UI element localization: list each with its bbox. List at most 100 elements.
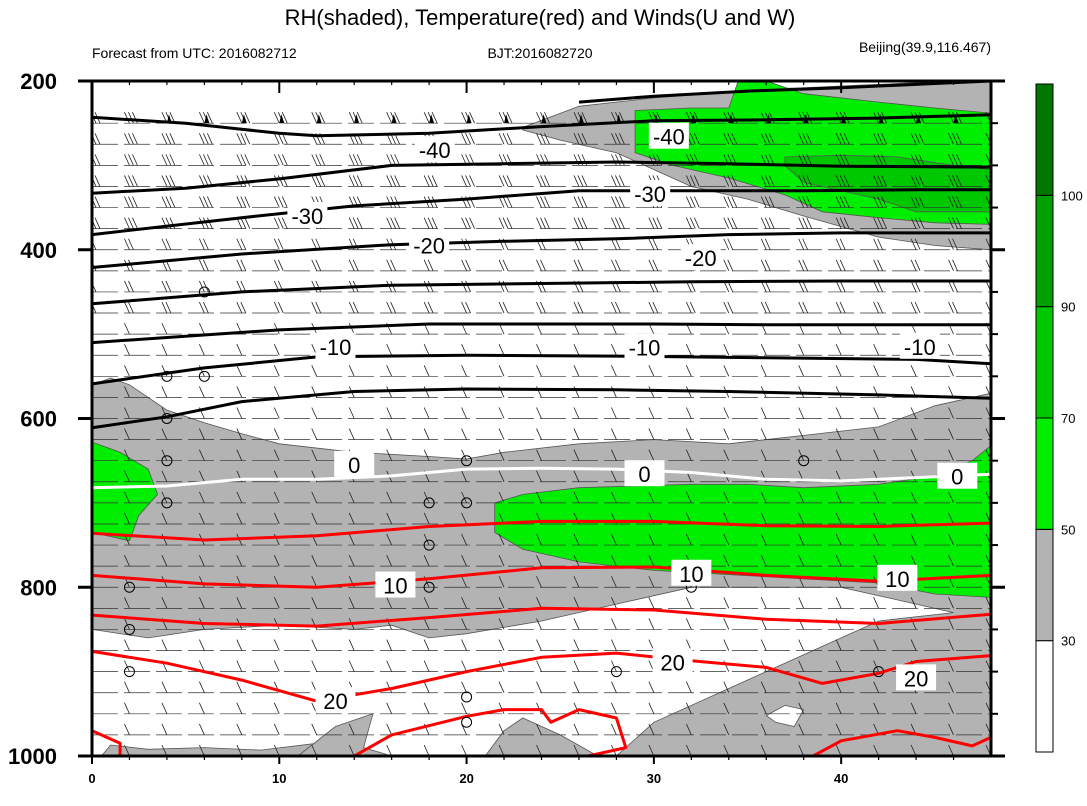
wind-barb — [465, 301, 471, 314]
wind-barb — [502, 175, 509, 187]
contour-label-box — [630, 180, 671, 207]
wind-barb — [727, 175, 734, 187]
calm-wind-circle — [423, 497, 435, 509]
isotherm-line — [92, 188, 991, 237]
wind-barb — [727, 259, 734, 272]
wind-barb — [760, 702, 767, 714]
wind-barb — [839, 133, 846, 145]
wind-barb — [611, 344, 617, 356]
wind-barb — [352, 217, 359, 229]
wind-barb — [461, 407, 467, 419]
wind-barb — [648, 386, 655, 398]
wind-barb — [910, 554, 917, 567]
wind-barb — [685, 449, 692, 461]
wind-barb — [207, 133, 213, 145]
wind-barb — [423, 175, 430, 187]
calm-wind-circle — [873, 666, 885, 678]
wind-barb — [727, 301, 734, 314]
wind-barb — [835, 618, 842, 630]
wind-barb — [311, 407, 318, 419]
contour-label-box — [937, 462, 978, 489]
wind-barb — [386, 491, 393, 504]
wind-barb — [199, 597, 205, 609]
wind-barb — [161, 702, 168, 714]
wind-barb — [427, 217, 434, 229]
wind-barb — [723, 512, 730, 525]
wind-barb — [311, 618, 318, 630]
wind-barb — [994, 218, 999, 229]
wind-barb — [544, 217, 550, 229]
isotherm-line — [578, 81, 991, 104]
wind-barb — [611, 238, 617, 250]
wind-barb — [835, 154, 842, 166]
wind-barb — [461, 576, 467, 588]
wind-barb — [611, 301, 617, 314]
wind-barb — [506, 217, 513, 229]
wind-barb — [835, 238, 842, 250]
wind-barb — [244, 133, 251, 145]
wind-barb — [281, 133, 288, 145]
wind-barb — [423, 618, 430, 630]
wind-barb — [161, 744, 168, 756]
wind-barb-pennant — [316, 114, 322, 124]
wind-barb — [731, 133, 738, 145]
wind-barb — [835, 301, 842, 314]
wind-barb — [273, 301, 280, 314]
calm-wind-circle — [123, 581, 135, 593]
wind-barb — [536, 554, 542, 567]
wind-barb — [161, 554, 168, 567]
wind-barb — [390, 301, 397, 314]
wind-barb — [760, 365, 767, 377]
contour-label-box — [315, 332, 356, 359]
wind-barb — [877, 301, 883, 314]
wind-barb — [948, 407, 954, 419]
contour-label: -10 — [904, 335, 936, 360]
wind-barb — [952, 217, 958, 229]
wind-barb — [498, 365, 505, 377]
wind-barb — [423, 744, 430, 756]
wind-barb-pennant — [204, 114, 210, 124]
wind-barb — [727, 238, 734, 250]
wind-barb — [685, 407, 692, 419]
wind-barb — [199, 196, 205, 208]
wind-barb — [760, 533, 767, 546]
wind-barb — [161, 470, 168, 482]
wind-barb — [910, 744, 917, 756]
wind-barb — [236, 112, 243, 124]
wind-barb — [536, 639, 542, 651]
wind-barb — [536, 301, 542, 314]
wind-barb — [573, 344, 580, 356]
wind-barb — [273, 259, 280, 272]
contour-label-box — [409, 231, 450, 258]
wind-barb — [311, 154, 318, 166]
contour-label: 20 — [660, 650, 684, 675]
wind-barb — [536, 449, 542, 461]
wind-barb — [199, 259, 205, 272]
wind-barb — [461, 597, 467, 609]
calm-wind-circle — [461, 716, 473, 728]
wind-barb — [685, 175, 692, 187]
wind-barb — [760, 597, 767, 609]
wind-barb — [802, 259, 809, 272]
wind-barb — [798, 344, 805, 356]
wind-barb — [802, 280, 809, 293]
wind-barb — [273, 112, 280, 124]
wind-barb — [169, 133, 176, 145]
wind-barb — [311, 744, 318, 756]
wind-barb — [124, 196, 130, 208]
wind-barb — [315, 280, 322, 293]
wind-barb — [431, 112, 438, 124]
wind-barb — [685, 533, 692, 546]
wind-barb — [161, 386, 168, 398]
wind-barb — [573, 133, 580, 145]
wind-barb — [689, 196, 696, 208]
wind-barb — [611, 428, 617, 440]
wind-barb — [498, 133, 505, 145]
wind-barb — [577, 301, 584, 314]
isotherm-line — [92, 649, 991, 703]
wind-barb — [731, 175, 738, 187]
wind-barb — [685, 196, 692, 208]
wind-barb — [506, 196, 513, 208]
contour-label-box — [375, 571, 416, 598]
